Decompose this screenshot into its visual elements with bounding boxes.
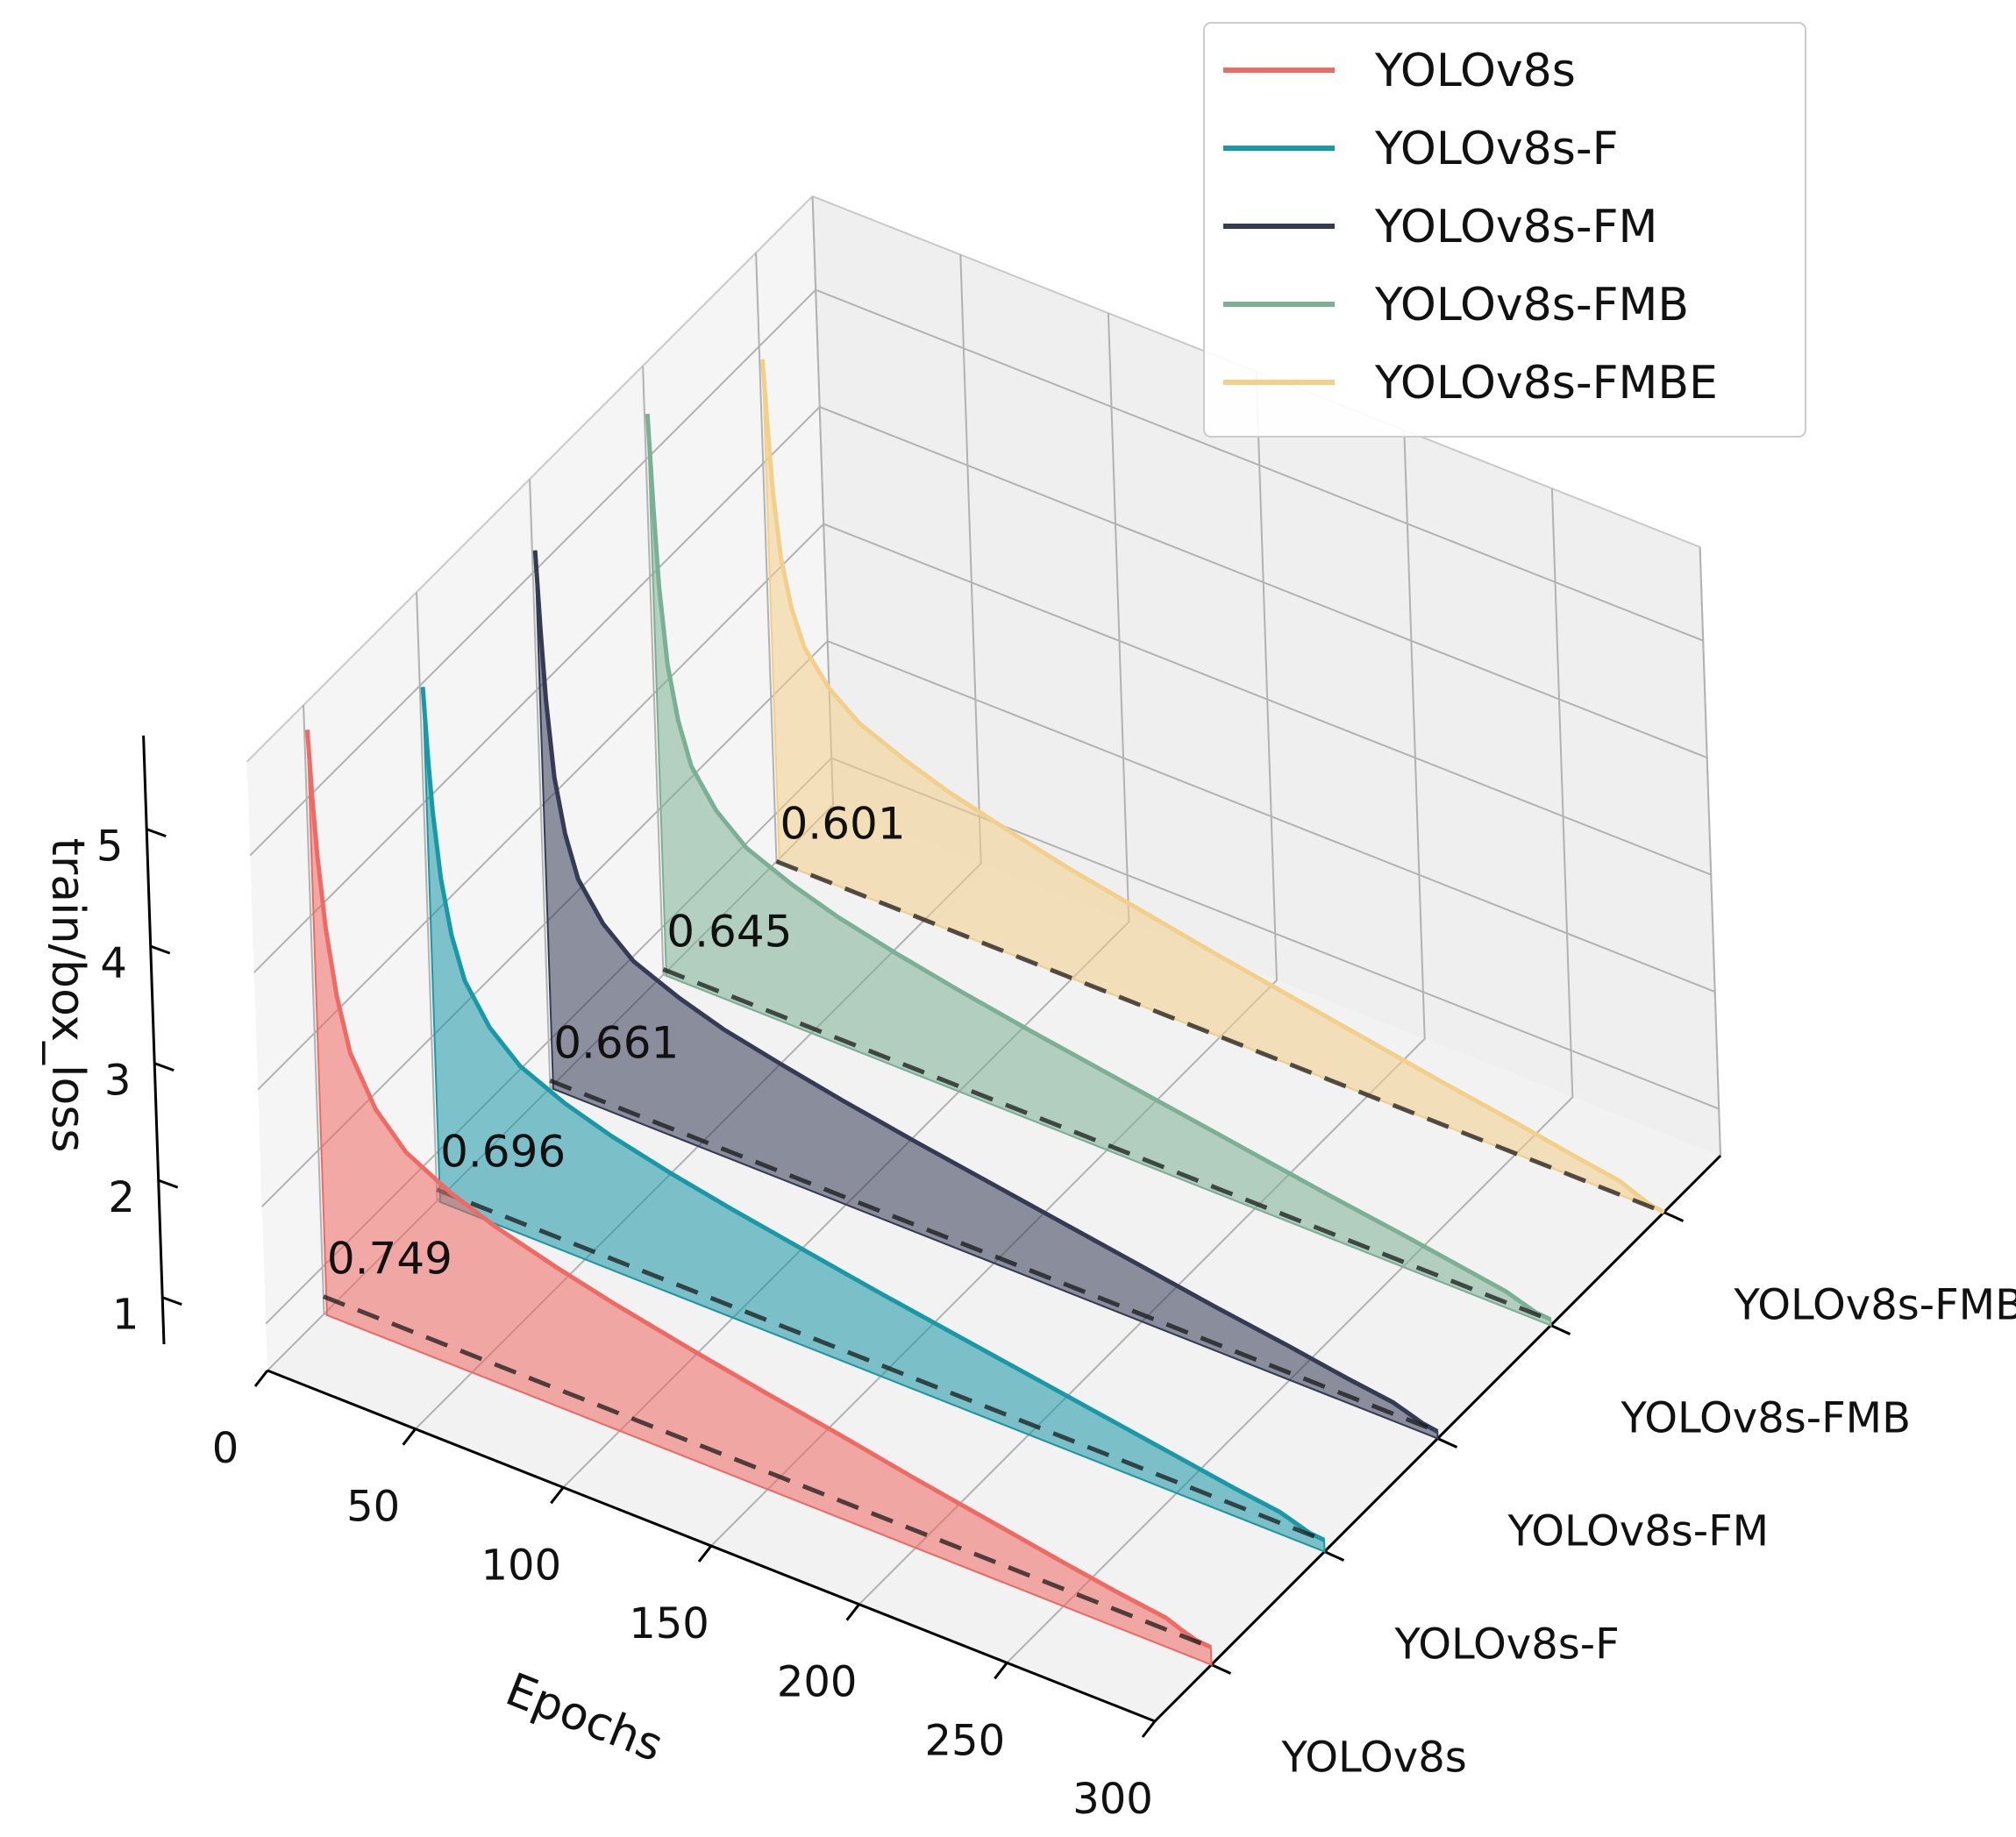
series-YOLOv8s-FM: 0.661 — [532, 550, 1439, 1440]
final-value-line — [436, 1187, 1325, 1543]
z-tick-label: 5 — [96, 822, 124, 872]
x-tick — [994, 1662, 1008, 1680]
chart-axes: 0 50 100 150 200 250 300 YOLOv8s YOLOv8s-F YOLOv8… — [96, 735, 2016, 1824]
legend-box — [1203, 22, 1806, 438]
x-tick — [253, 1370, 269, 1387]
legend: YOLOv8s YOLOv8s-F YOLOv8s-FM YOLOv8s-FMB YOL… — [1203, 22, 1806, 438]
x-tick — [402, 1428, 417, 1446]
z-gridline — [249, 288, 1704, 857]
legend-item: YOLOv8s-F — [1223, 123, 1619, 175]
chart-series: 0.601 0.645 0.661 0.696 0.749 — [304, 359, 1665, 1666]
x-tick — [845, 1603, 860, 1621]
x-tick-label: 50 — [346, 1483, 400, 1532]
final-value-line — [322, 1294, 1212, 1649]
series-line — [532, 550, 1439, 1434]
series-line — [760, 359, 1665, 1214]
z-axis-line — [142, 735, 166, 1345]
final-value-label: 0.661 — [553, 1017, 679, 1068]
x-axis-label: Epochs — [499, 1663, 670, 1772]
legend-label: YOLOv8s-FMBE — [1374, 357, 1718, 409]
x-tick — [1141, 1720, 1157, 1738]
z-tick — [150, 944, 171, 955]
final-value-label: 0.749 — [327, 1234, 452, 1285]
category-tick — [1549, 1324, 1571, 1335]
legend-item: YOLOv8s-FM — [1223, 201, 1657, 253]
legend-label: YOLOv8s — [1374, 45, 1576, 97]
final-value-label: 0.601 — [780, 798, 905, 849]
final-value-line — [775, 859, 1665, 1214]
category-tick-label: YOLOv8s-FMB — [1621, 1394, 1912, 1443]
z-tick-label: 2 — [108, 1173, 135, 1222]
x-tick-label: 300 — [1072, 1775, 1153, 1824]
legend-label: YOLOv8s-FM — [1374, 201, 1657, 253]
category-tick — [1210, 1663, 1232, 1675]
z-tick — [158, 1178, 179, 1189]
x-tick-label: 250 — [925, 1716, 1006, 1765]
final-value-label: 0.645 — [666, 906, 792, 957]
z-tick-label: 3 — [104, 1057, 132, 1106]
x-tick-label: 150 — [629, 1599, 709, 1648]
final-value-line — [662, 967, 1552, 1322]
series-line — [645, 413, 1552, 1322]
z-gridline — [253, 405, 1708, 973]
legend-label: YOLOv8s-FMB — [1374, 279, 1689, 331]
x-tick — [697, 1545, 713, 1563]
x-tick-label: 0 — [212, 1424, 239, 1473]
category-tick — [1436, 1437, 1458, 1449]
z-tick-label: 4 — [100, 939, 127, 988]
legend-label: YOLOv8s-F — [1374, 123, 1619, 175]
x-tick-label: 200 — [777, 1658, 858, 1707]
category-tick-label: YOLOv8s-FMBE — [1734, 1281, 2016, 1330]
x-tick-label: 100 — [481, 1541, 562, 1590]
z-tick-label: 1 — [112, 1291, 139, 1340]
final-value-line — [549, 1079, 1439, 1434]
series-line — [304, 730, 1212, 1649]
series-YOLOv8s: 0.749 — [304, 730, 1213, 1666]
z-tick — [161, 1296, 182, 1307]
legend-item: YOLOv8s — [1223, 45, 1576, 97]
final-value-label: 0.696 — [440, 1127, 566, 1178]
legend-item: YOLOv8s-FMB — [1223, 279, 1689, 331]
z-tick — [153, 1062, 175, 1072]
series-YOLOv8s-F: 0.696 — [420, 687, 1326, 1553]
z-tick — [146, 828, 167, 838]
series-line — [420, 687, 1326, 1542]
z-axis-label: train/box_loss — [41, 838, 94, 1153]
legend-item: YOLOv8s-FMBE — [1223, 357, 1718, 409]
category-tick-label: YOLOv8s-FM — [1507, 1507, 1770, 1556]
category-tick — [1323, 1550, 1345, 1562]
x-tick — [550, 1486, 565, 1505]
category-tick-label: YOLOv8s-F — [1394, 1620, 1620, 1670]
series-YOLOv8s-FMB: 0.645 — [645, 413, 1552, 1327]
category-tick-label: YOLOv8s — [1281, 1734, 1467, 1783]
category-tick — [1663, 1211, 1685, 1222]
series-YOLOv8s-FMBE: 0.601 — [760, 359, 1665, 1214]
